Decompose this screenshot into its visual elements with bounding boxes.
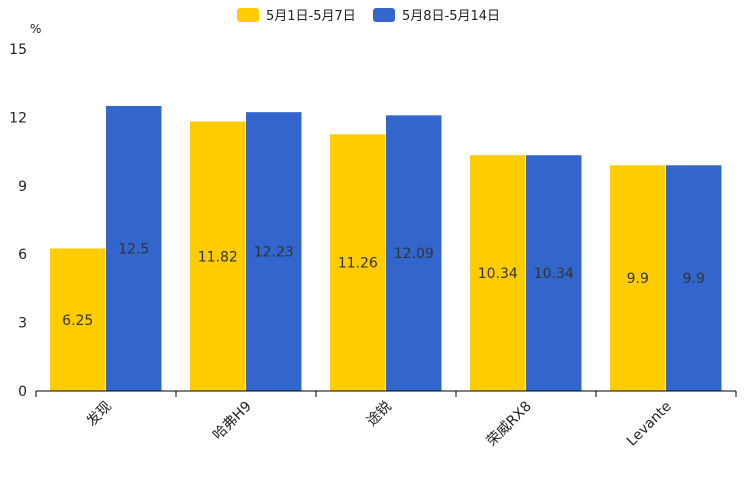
y-tick-label: 15 xyxy=(9,42,27,58)
legend: 5月1日-5月7日 5月8日-5月14日 xyxy=(237,8,500,24)
y-axis-ticks: 0 3 6 9 12 15 xyxy=(9,42,27,400)
y-axis-unit-label: % xyxy=(30,22,41,36)
bar-series-2 xyxy=(106,106,162,391)
data-label: 12.23 xyxy=(254,245,294,261)
data-label: 12.09 xyxy=(394,246,434,262)
y-tick-label: 3 xyxy=(18,316,27,332)
data-label: 9.9 xyxy=(627,271,649,287)
x-category-label: 哈弗H9 xyxy=(210,399,255,444)
bar-series-1 xyxy=(190,121,246,391)
bars xyxy=(50,106,722,392)
legend-label-series-2: 5月8日-5月14日 xyxy=(402,9,500,24)
data-label: 11.26 xyxy=(338,256,378,272)
bar-series-2 xyxy=(386,115,442,392)
y-tick-label: 0 xyxy=(18,384,27,400)
bar-series-2 xyxy=(526,155,582,391)
bar-series-1 xyxy=(610,165,666,391)
bar-series-2 xyxy=(666,165,722,391)
legend-swatch-series-1 xyxy=(237,8,259,22)
x-category-label: 途锐 xyxy=(363,398,395,430)
x-category-label: Levante xyxy=(624,399,675,450)
data-label: 10.34 xyxy=(534,266,574,282)
data-label: 6.25 xyxy=(62,313,93,329)
data-label: 10.34 xyxy=(478,266,518,282)
bar-series-1 xyxy=(50,248,106,391)
legend-swatch-series-2 xyxy=(373,8,395,22)
bar-series-2 xyxy=(246,112,302,391)
data-label: 11.82 xyxy=(198,249,238,265)
x-category-label: 发现 xyxy=(84,399,115,430)
x-category-label: 荣威RX8 xyxy=(484,399,535,450)
data-labels: 6.25 12.5 11.82 12.23 11.26 12.09 10.34 10.34 9.… xyxy=(62,242,705,329)
y-tick-label: 12 xyxy=(9,110,27,126)
bar-series-1 xyxy=(330,134,386,391)
data-label: 12.5 xyxy=(118,242,149,258)
legend-label-series-1: 5月1日-5月7日 xyxy=(266,9,356,24)
x-axis-ticks xyxy=(35,391,737,397)
data-label: 9.9 xyxy=(683,271,705,287)
y-tick-label: 6 xyxy=(18,247,27,263)
x-axis-labels: 发现 哈弗H9 途锐 荣威RX8 Levante xyxy=(84,398,675,450)
bar-series-1 xyxy=(470,155,526,391)
y-tick-label: 9 xyxy=(18,179,27,195)
